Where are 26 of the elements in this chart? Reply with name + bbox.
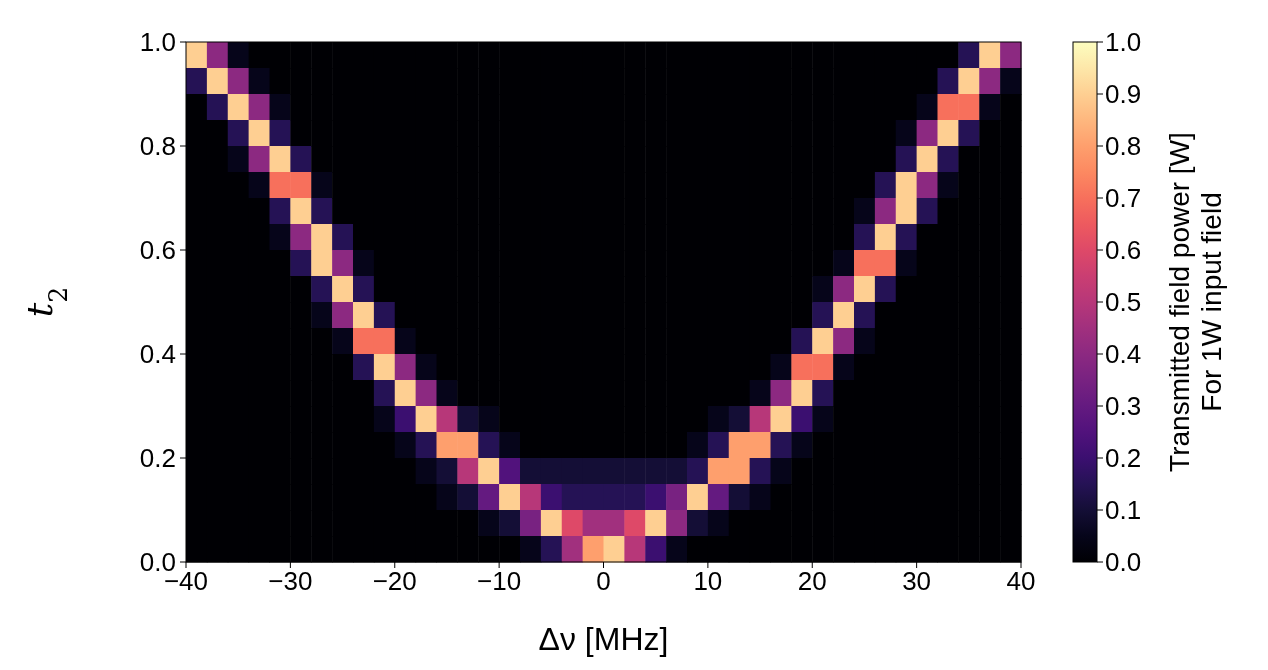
y-tick-label: 0.4	[139, 339, 176, 369]
x-axis-title: Δν [MHz]	[538, 621, 669, 657]
color-bar-label: 0.3	[1105, 391, 1142, 421]
x-tick-label: 0	[596, 566, 611, 596]
color-bar-title: Transmitted field power [W] For 1W input field	[1164, 132, 1227, 472]
color-bar-label: 0.7	[1105, 183, 1142, 213]
x-tick-label: −20	[372, 566, 417, 596]
y-tick-label: 0.2	[139, 443, 176, 473]
y-tick-label: 1.0	[139, 27, 176, 57]
color-bar-label: 0.2	[1105, 443, 1142, 473]
color-bar-label: 0.4	[1105, 339, 1142, 369]
color-bar-label: 0.0	[1105, 547, 1142, 577]
color-bar-label: 0.8	[1105, 131, 1142, 161]
color-bar-label: 1.0	[1105, 27, 1142, 57]
x-tick-label: 20	[797, 566, 827, 596]
x-tick-label: −30	[268, 566, 313, 596]
x-tick-label: −10	[477, 566, 522, 596]
y-tick-label: 0.6	[139, 235, 176, 265]
color-bar-label: 0.9	[1105, 79, 1142, 109]
color-bar-label: 0.6	[1105, 235, 1142, 265]
color-bar-label: 0.5	[1105, 287, 1142, 317]
y-tick-label: 0.8	[139, 131, 176, 161]
x-tick-label: 30	[902, 566, 932, 596]
color-bar-label: 0.1	[1105, 495, 1142, 525]
x-tick-label: 10	[693, 566, 723, 596]
x-tick-label: 40	[1006, 566, 1036, 596]
